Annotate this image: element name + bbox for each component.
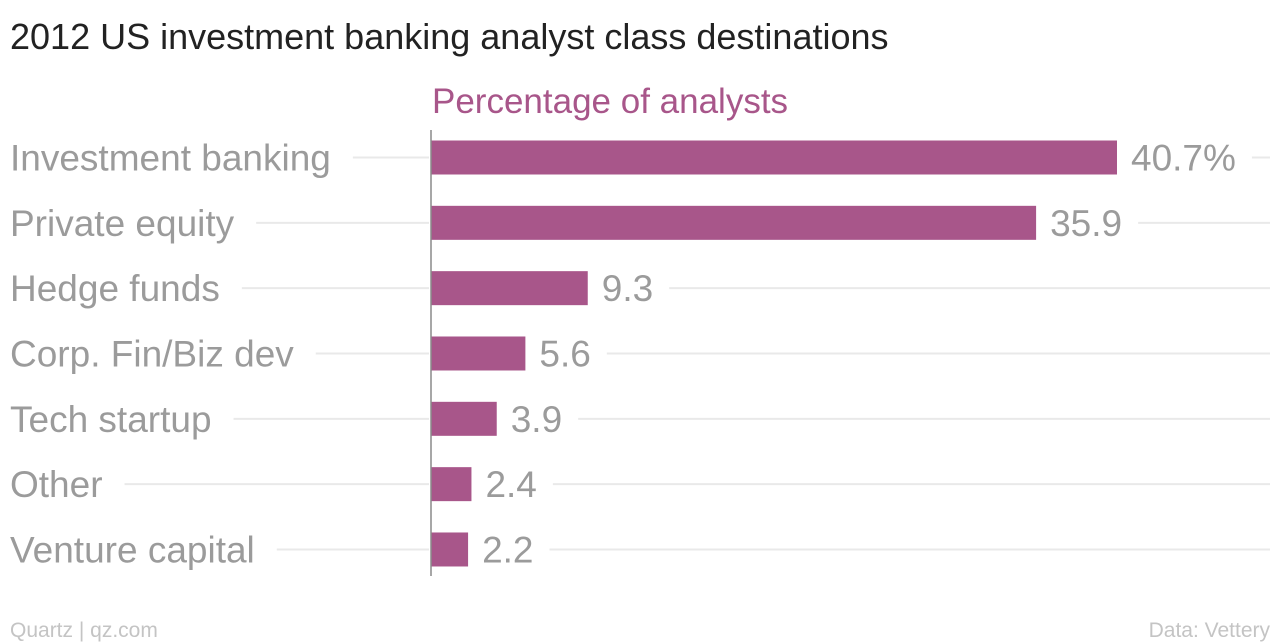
value-label: 5.6 [539, 333, 590, 374]
chart-title: 2012 US investment banking analyst class… [10, 16, 889, 57]
bar [431, 205, 1037, 240]
category-label: Private equity [10, 203, 235, 244]
bar [431, 336, 526, 371]
bar [431, 271, 588, 306]
category-label: Venture capital [10, 529, 255, 570]
value-label: 9.3 [602, 268, 653, 309]
bar [431, 401, 497, 436]
bar [431, 140, 1117, 175]
value-label: 2.2 [482, 529, 533, 570]
bars [431, 140, 1117, 567]
category-label: Hedge funds [10, 268, 220, 309]
category-label: Tech startup [10, 399, 212, 440]
bar [431, 532, 469, 567]
value-label: 40.7% [1131, 138, 1236, 179]
series-title: Percentage of analysts [432, 82, 788, 121]
footer-source-right: Data: Vettery [1149, 619, 1271, 642]
category-label: Other [10, 464, 103, 505]
labels: Investment banking 40.7% Private equity 35.… [10, 138, 1236, 571]
category-label: Corp. Fin/Biz dev [10, 333, 294, 374]
category-label: Investment banking [10, 138, 331, 179]
gridlines [124, 156, 1270, 551]
value-label: 3.9 [511, 399, 562, 440]
value-label: 35.9 [1050, 203, 1122, 244]
value-label: 2.4 [485, 464, 536, 505]
footer-source-left: Quartz | qz.com [10, 619, 158, 642]
bar [431, 467, 472, 502]
